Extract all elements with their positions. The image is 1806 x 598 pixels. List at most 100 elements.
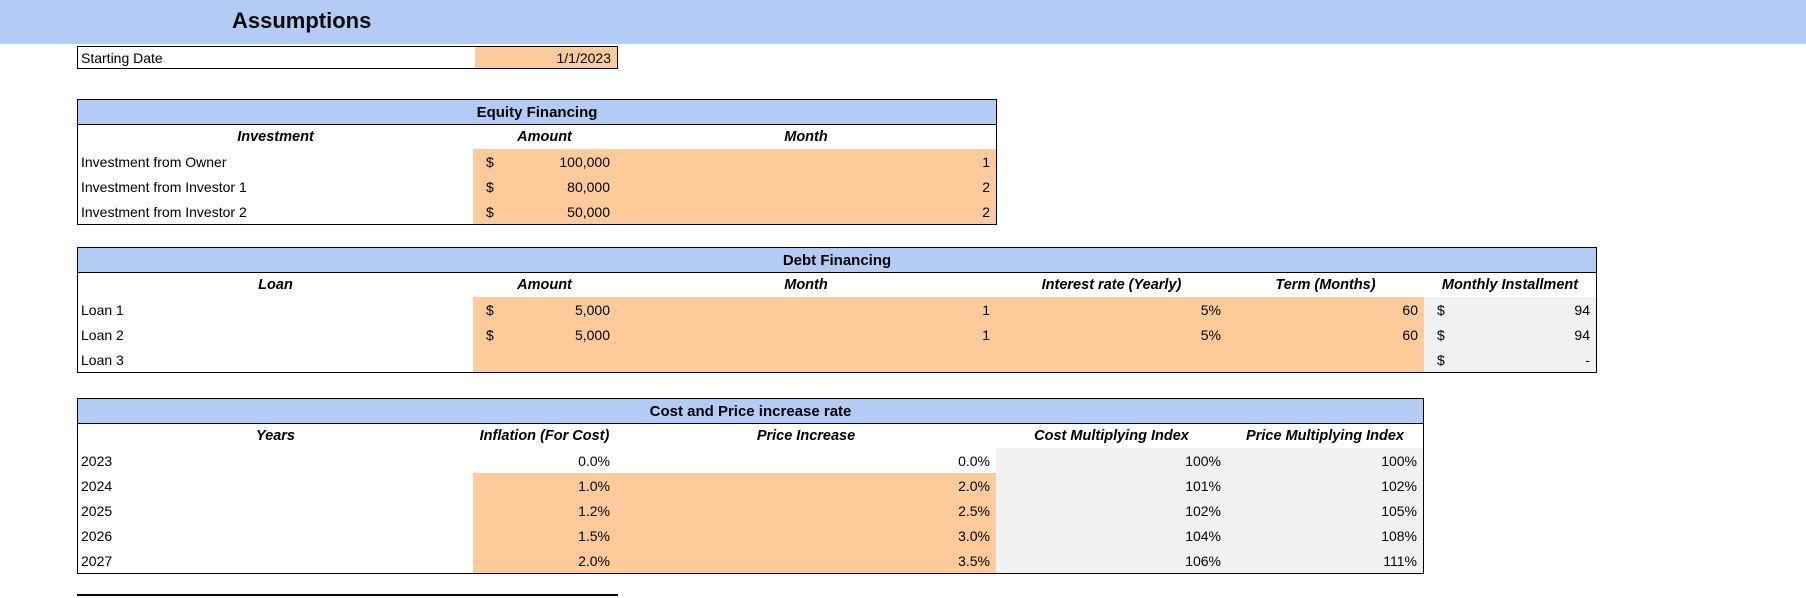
- column-header-amount: Amount: [517, 277, 572, 293]
- loan-month-input-cell[interactable]: 1: [616, 297, 996, 322]
- column-header-cost-multiplying-index: Cost Multiplying Index: [1034, 428, 1189, 444]
- interest-rate-input-cell[interactable]: 5%: [996, 297, 1227, 322]
- currency-symbol: $: [1437, 301, 1445, 318]
- column-header-price-multiplying-index: Price Multiplying Index: [1246, 428, 1404, 444]
- inflation-input-cell[interactable]: 2.0%: [473, 548, 616, 573]
- investment-label: Investment from Investor 2: [81, 203, 247, 220]
- cost-price-header-row: Years Inflation (For Cost) Price Increas…: [78, 424, 1423, 448]
- table-row: Investment from Investor 1 $ 80,000 2: [78, 174, 996, 199]
- debt-financing-title: Debt Financing: [78, 248, 1596, 273]
- column-header-interest-rate: Interest rate (Yearly): [1041, 277, 1182, 293]
- table-row: Investment from Investor 2 $ 50,000 2: [78, 199, 996, 224]
- month-input-cell[interactable]: 2: [616, 199, 996, 224]
- amount-value: 50,000: [567, 203, 610, 220]
- year-label: 2025: [81, 502, 113, 519]
- inflation-cell: 0.0%: [578, 452, 610, 469]
- monthly-installment-cell: $ 94: [1424, 297, 1596, 322]
- loan-label: Loan 3: [81, 351, 124, 368]
- column-header-term: Term (Months): [1275, 277, 1376, 293]
- cost-index-cell: 102%: [996, 498, 1227, 523]
- currency-symbol: $: [486, 203, 494, 220]
- table-row: 2025 1.2% 2.5% 102% 105%: [78, 498, 1423, 523]
- amount-value: 5,000: [574, 301, 610, 318]
- monthly-installment-cell: $ 94: [1424, 322, 1596, 347]
- price-index-cell: 111%: [1227, 548, 1423, 573]
- inflation-input-cell[interactable]: 1.0%: [473, 473, 616, 498]
- cost-price-title: Cost and Price increase rate: [78, 399, 1423, 424]
- loan-label: Loan 2: [81, 326, 124, 343]
- starting-date-row: Starting Date 1/1/2023: [77, 46, 618, 69]
- price-index-cell: 108%: [1227, 523, 1423, 548]
- interest-rate-input-cell[interactable]: 5%: [996, 322, 1227, 347]
- month-input-cell[interactable]: 1: [616, 149, 996, 174]
- inflation-input-cell[interactable]: 1.2%: [473, 498, 616, 523]
- year-label: 2026: [81, 527, 113, 544]
- column-header-loan: Loan: [258, 277, 293, 293]
- amount-input-cell[interactable]: $ 80,000: [473, 174, 616, 199]
- installment-value: 94: [1574, 301, 1590, 318]
- year-label: 2027: [81, 552, 113, 569]
- term-input-cell[interactable]: [1227, 347, 1424, 372]
- price-increase-cell: 0.0%: [958, 452, 990, 469]
- loan-month-input-cell[interactable]: 1: [616, 322, 996, 347]
- column-header-years: Years: [256, 428, 295, 444]
- debt-financing-table: Debt Financing Loan Amount Month Interes…: [77, 247, 1597, 373]
- price-increase-input-cell[interactable]: 2.5%: [616, 498, 996, 523]
- investment-label: Investment from Investor 1: [81, 178, 247, 195]
- table-row: Loan 1 $ 5,000 1 5% 60 $ 94: [78, 297, 1596, 322]
- table-row: Loan 3 $ -: [78, 347, 1596, 372]
- column-header-inflation: Inflation (For Cost): [479, 428, 610, 444]
- price-index-cell: 100%: [1227, 448, 1423, 473]
- term-input-cell[interactable]: 60: [1227, 322, 1424, 347]
- loan-amount-input-cell[interactable]: $ 5,000: [473, 322, 616, 347]
- next-section-top-border: [77, 594, 618, 596]
- amount-value: 5,000: [574, 326, 610, 343]
- amount-input-cell[interactable]: $ 50,000: [473, 199, 616, 224]
- table-row: 2027 2.0% 3.5% 106% 111%: [78, 548, 1423, 573]
- term-input-cell[interactable]: 60: [1227, 297, 1424, 322]
- currency-symbol: $: [486, 326, 494, 343]
- loan-month-input-cell[interactable]: [616, 347, 996, 372]
- installment-value: -: [1585, 351, 1590, 368]
- price-increase-input-cell[interactable]: 3.0%: [616, 523, 996, 548]
- interest-rate-input-cell[interactable]: [996, 347, 1227, 372]
- table-row: 2023 0.0% 0.0% 100% 100%: [78, 448, 1423, 473]
- price-increase-input-cell[interactable]: 2.0%: [616, 473, 996, 498]
- amount-value: 80,000: [567, 178, 610, 195]
- amount-value: 100,000: [559, 153, 610, 170]
- page-title: Assumptions: [232, 8, 372, 33]
- starting-date-input-cell[interactable]: 1/1/2023: [475, 47, 617, 68]
- inflation-input-cell[interactable]: 1.5%: [473, 523, 616, 548]
- year-label: 2024: [81, 477, 113, 494]
- loan-label: Loan 1: [81, 301, 124, 318]
- price-index-cell: 102%: [1227, 473, 1423, 498]
- cost-index-cell: 100%: [996, 448, 1227, 473]
- debt-header-row: Loan Amount Month Interest rate (Yearly)…: [78, 273, 1596, 297]
- table-row: Investment from Owner $ 100,000 1: [78, 149, 996, 174]
- year-label: 2023: [81, 452, 113, 469]
- currency-symbol: $: [1437, 351, 1445, 368]
- page-header-banner: Assumptions: [0, 0, 1806, 44]
- currency-symbol: $: [486, 178, 494, 195]
- currency-symbol: $: [486, 301, 494, 318]
- currency-symbol: $: [1437, 326, 1445, 343]
- cost-index-cell: 106%: [996, 548, 1227, 573]
- loan-amount-input-cell[interactable]: [473, 347, 616, 372]
- table-row: 2026 1.5% 3.0% 104% 108%: [78, 523, 1423, 548]
- equity-header-row: Investment Amount Month: [78, 125, 996, 149]
- column-header-month: Month: [784, 277, 828, 293]
- price-index-cell: 105%: [1227, 498, 1423, 523]
- installment-value: 94: [1574, 326, 1590, 343]
- table-row: Loan 2 $ 5,000 1 5% 60 $ 94: [78, 322, 1596, 347]
- loan-amount-input-cell[interactable]: $ 5,000: [473, 297, 616, 322]
- column-header-price-increase: Price Increase: [756, 428, 856, 444]
- equity-financing-table: Equity Financing Investment Amount Month…: [77, 99, 997, 225]
- equity-financing-title: Equity Financing: [78, 100, 996, 125]
- currency-symbol: $: [486, 153, 494, 170]
- month-input-cell[interactable]: 2: [616, 174, 996, 199]
- table-row: 2024 1.0% 2.0% 101% 102%: [78, 473, 1423, 498]
- column-header-investment: Investment: [237, 129, 314, 145]
- monthly-installment-cell: $ -: [1424, 347, 1596, 372]
- price-increase-input-cell[interactable]: 3.5%: [616, 548, 996, 573]
- amount-input-cell[interactable]: $ 100,000: [473, 149, 616, 174]
